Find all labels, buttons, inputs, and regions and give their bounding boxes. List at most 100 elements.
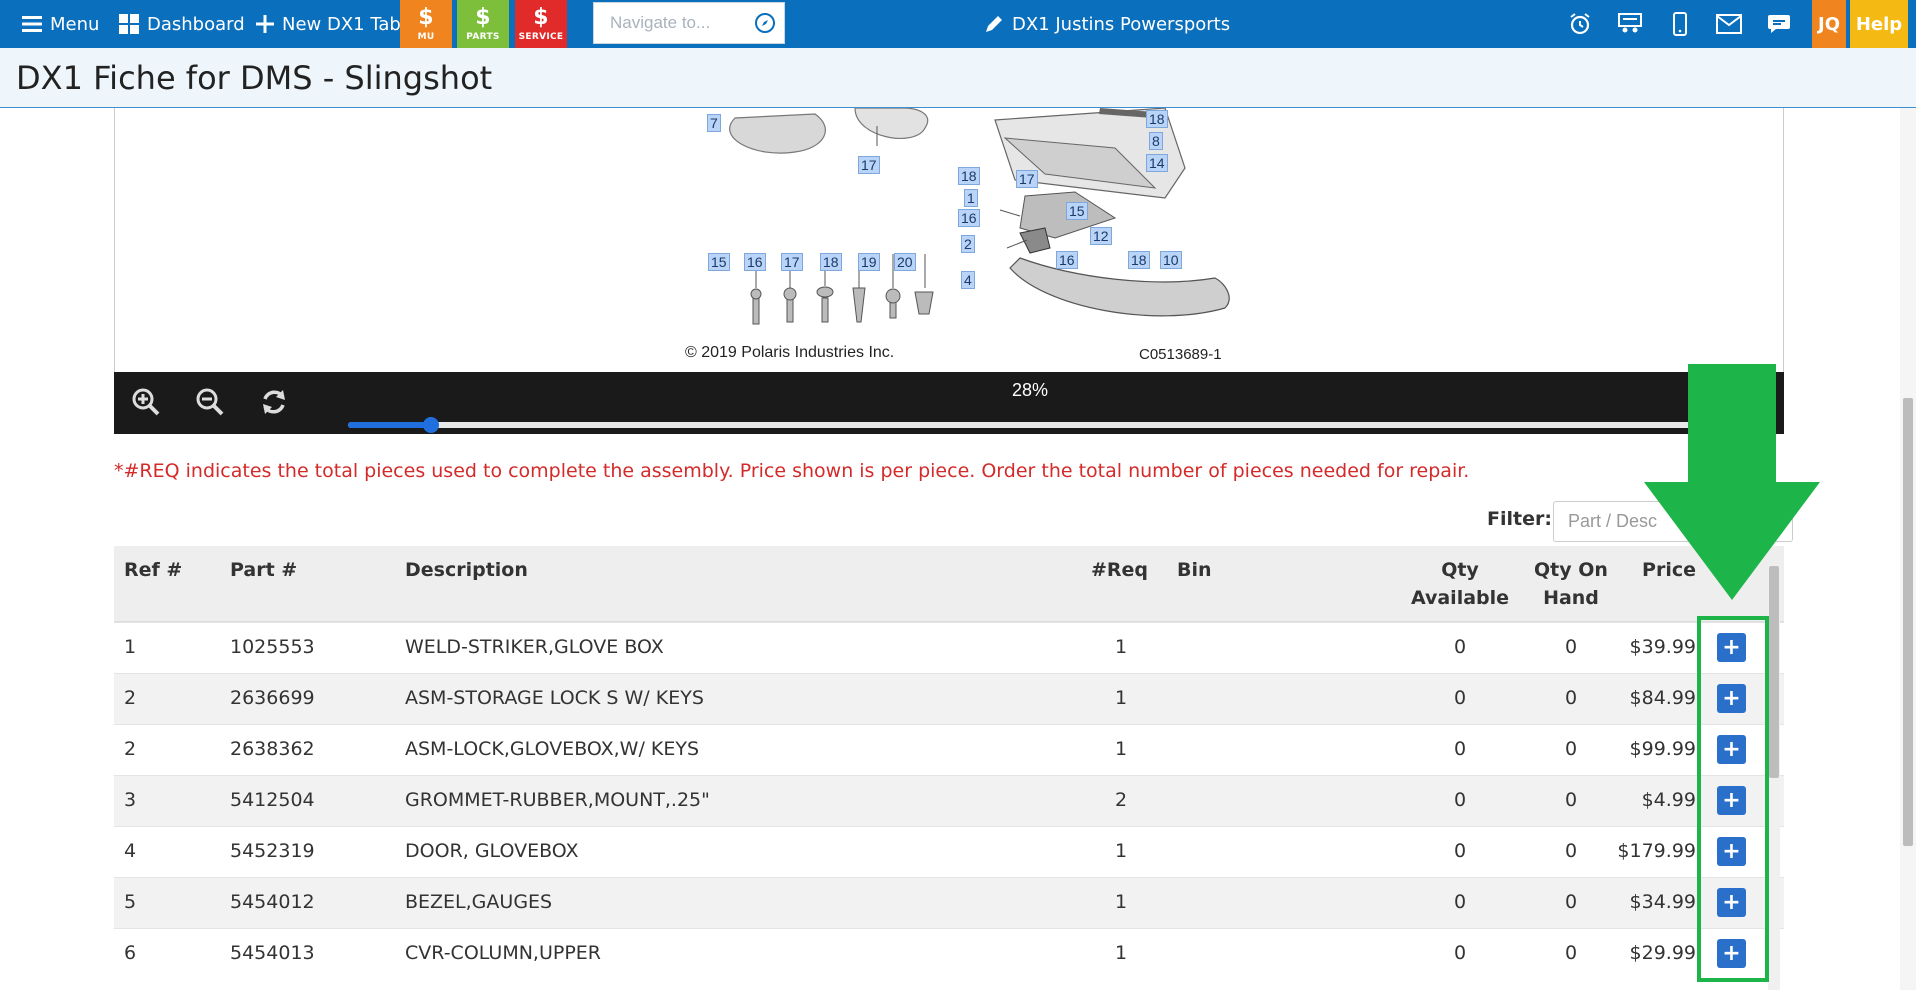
callout[interactable]: 18: [1146, 110, 1168, 128]
pencil-icon: [984, 14, 1004, 34]
header-qty-on-hand-line1: Qty On: [1534, 559, 1608, 581]
alarm-clock-icon[interactable]: [1558, 0, 1602, 48]
header-qty-available-line2: Available: [1410, 587, 1510, 609]
header-ref[interactable]: Ref #: [124, 559, 183, 581]
team-board-icon[interactable]: [1608, 0, 1652, 48]
add-to-cart-button[interactable]: +: [1717, 735, 1746, 764]
chat-icon[interactable]: [1757, 0, 1801, 48]
callout[interactable]: 17: [858, 156, 880, 174]
callout[interactable]: 15: [1066, 202, 1088, 220]
zoom-out-button[interactable]: [194, 386, 226, 418]
mail-icon[interactable]: [1707, 0, 1751, 48]
title-bar: DX1 Fiche for DMS - Slingshot: [0, 48, 1916, 108]
table-row[interactable]: 5 5454012 BEZEL,GAUGES 1 0 0 $34.99 +: [114, 877, 1784, 928]
callout[interactable]: 19: [858, 253, 880, 271]
mobile-phone-icon[interactable]: [1658, 0, 1702, 48]
callout[interactable]: 18: [958, 167, 980, 185]
cell-description: ASM-LOCK,GLOVEBOX,W/ KEYS: [405, 738, 700, 760]
table-row[interactable]: 1 1025553 WELD-STRIKER,GLOVE BOX 1 0 0 $39.99 +: [114, 622, 1784, 673]
add-to-cart-button[interactable]: +: [1717, 888, 1746, 917]
add-to-cart-button[interactable]: +: [1717, 684, 1746, 713]
zoom-slider-handle[interactable]: [423, 417, 440, 433]
callout[interactable]: 14: [1146, 154, 1168, 172]
cell-qty-available: 0: [1453, 738, 1467, 760]
menu-label: Menu: [50, 13, 100, 35]
add-to-cart-button[interactable]: +: [1717, 786, 1746, 815]
cell-price: $29.99: [1629, 942, 1696, 964]
header-price[interactable]: Price: [1642, 559, 1696, 581]
callout[interactable]: 18: [820, 253, 842, 271]
parts-table: Ref # Part # Description #Req Bin Qty Av…: [114, 546, 1784, 990]
cell-qty-on-hand: 0: [1564, 840, 1578, 862]
callout[interactable]: 4: [961, 271, 975, 289]
callout[interactable]: 12: [1090, 227, 1112, 245]
cell-description: ASM-STORAGE LOCK S W/ KEYS: [405, 687, 704, 709]
add-to-cart-button[interactable]: +: [1717, 939, 1746, 968]
cell-qty-available: 0: [1453, 789, 1467, 811]
cell-req: 1: [1114, 636, 1128, 658]
cell-qty-available: 0: [1453, 942, 1467, 964]
cell-req: 1: [1114, 942, 1128, 964]
service-tile-button[interactable]: $ SERVICE: [515, 0, 567, 48]
parts-tile-button[interactable]: $ PARTS: [457, 0, 509, 48]
reset-view-button[interactable]: [258, 386, 290, 418]
zoom-slider-track[interactable]: [348, 417, 1734, 433]
table-row[interactable]: 2 2636699 ASM-STORAGE LOCK S W/ KEYS 1 0 0 $84…: [114, 673, 1784, 724]
refresh-icon: [263, 390, 285, 414]
add-to-cart-button[interactable]: +: [1717, 633, 1746, 662]
new-tab-label: New DX1 Tab: [282, 13, 401, 35]
zoom-in-button[interactable]: [130, 386, 162, 418]
dealer-edit-button[interactable]: DX1 Justins Powersports: [984, 0, 1230, 48]
header-description[interactable]: Description: [405, 559, 528, 581]
page-scrollbar-thumb[interactable]: [1903, 398, 1913, 846]
cell-price: $34.99: [1629, 891, 1696, 913]
callout[interactable]: 17: [781, 253, 803, 271]
cell-part-number: 5454012: [230, 891, 315, 913]
table-row[interactable]: 2 2638362 ASM-LOCK,GLOVEBOX,W/ KEYS 1 0 0 $99.…: [114, 724, 1784, 775]
parts-diagram[interactable]: 7 17 18 8 14 18 17 1 15 16 12 2 16 18 10…: [114, 108, 1784, 372]
dashboard-button[interactable]: Dashboard: [119, 0, 245, 48]
callout[interactable]: 17: [1016, 170, 1038, 188]
navigate-input[interactable]: [594, 13, 744, 33]
help-button[interactable]: Help: [1850, 0, 1908, 48]
callout[interactable]: 7: [707, 114, 721, 132]
header-bin[interactable]: Bin: [1177, 559, 1212, 581]
cell-ref: 5: [124, 891, 137, 913]
callout[interactable]: 18: [1128, 251, 1150, 269]
dealer-name: DX1 Justins Powersports: [1012, 13, 1231, 35]
dollar-service-icon: $: [533, 5, 549, 30]
cell-price: $99.99: [1629, 738, 1696, 760]
user-avatar[interactable]: JQ: [1812, 0, 1846, 48]
table-scrollbar-thumb[interactable]: [1769, 566, 1779, 778]
callout[interactable]: 16: [1056, 251, 1078, 269]
cell-req: 1: [1114, 687, 1128, 709]
table-row[interactable]: 6 5454013 CVR-COLUMN,UPPER 1 0 0 $29.99 +: [114, 928, 1784, 979]
callout[interactable]: 16: [958, 209, 980, 227]
new-tab-button[interactable]: New DX1 Tab: [256, 0, 401, 48]
header-req[interactable]: #Req: [1091, 559, 1149, 581]
cell-qty-available: 0: [1453, 687, 1467, 709]
cell-ref: 2: [124, 738, 137, 760]
callout[interactable]: 10: [1160, 251, 1182, 269]
table-row[interactable]: 3 5412504 GROMMET-RUBBER,MOUNT,.25" 2 0 0 $4.9…: [114, 775, 1784, 826]
cell-qty-available: 0: [1453, 891, 1467, 913]
dollar-moto-icon: $: [418, 5, 434, 30]
cell-req: 1: [1114, 738, 1128, 760]
callout[interactable]: 16: [744, 253, 766, 271]
mu-tile-button[interactable]: $ MU: [400, 0, 452, 48]
callout[interactable]: 8: [1149, 132, 1163, 150]
dashboard-label: Dashboard: [147, 13, 245, 35]
callout[interactable]: 1: [964, 189, 978, 207]
add-to-cart-button[interactable]: +: [1717, 837, 1746, 866]
callout[interactable]: 2: [961, 235, 975, 253]
cell-price: $4.99: [1641, 789, 1696, 811]
cell-price: $39.99: [1629, 636, 1696, 658]
menu-button[interactable]: Menu: [22, 0, 99, 48]
header-part[interactable]: Part #: [230, 559, 298, 581]
header-qty-on-hand[interactable]: Qty On Hand: [1526, 556, 1616, 612]
compass-icon[interactable]: [754, 12, 776, 38]
table-row[interactable]: 4 5452319 DOOR, GLOVEBOX 1 0 0 $179.99 +: [114, 826, 1784, 877]
callout[interactable]: 20: [894, 253, 916, 271]
header-qty-available[interactable]: Qty Available: [1400, 556, 1520, 612]
callout[interactable]: 15: [708, 253, 730, 271]
